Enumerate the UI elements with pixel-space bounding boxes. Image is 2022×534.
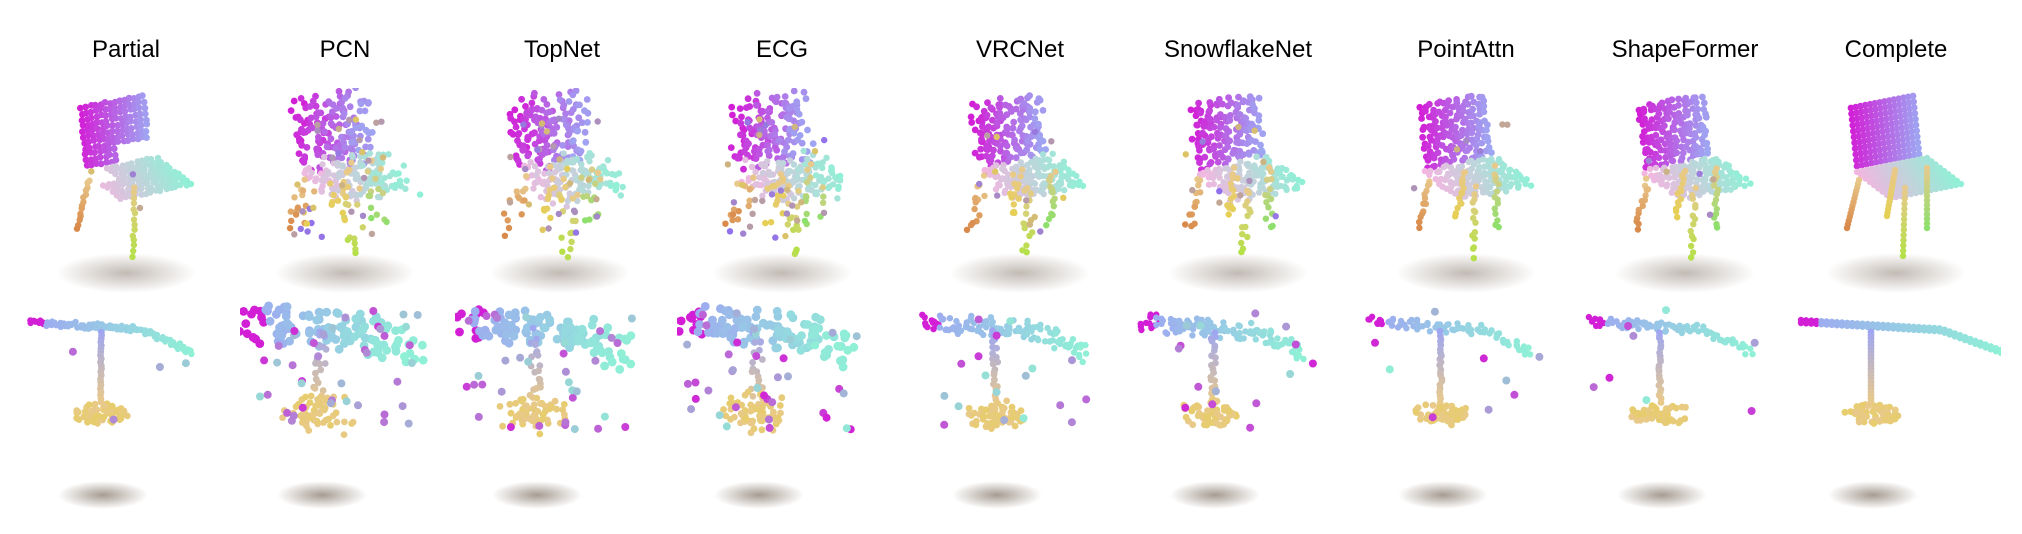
chair-pointattn-render [1396, 92, 1536, 293]
ground-shadow [1396, 253, 1536, 293]
ground-shadow [277, 481, 367, 509]
column-title-vrcnet: VRCNet [975, 36, 1065, 63]
chair-partial-render [56, 92, 196, 293]
chair-point-cloud [963, 92, 1087, 256]
chair-ecg-render [712, 88, 852, 293]
lamp-partial-render [27, 317, 195, 509]
chair-vrcnet-render [950, 92, 1090, 293]
column-title-topnet: TopNet [523, 36, 601, 63]
cell-lamp-topnet [455, 300, 665, 525]
ground-shadow [1398, 481, 1488, 509]
cell-lamp-snowflakenet [1133, 300, 1343, 525]
ground-shadow [275, 253, 415, 293]
lamp-pcn-render [240, 301, 428, 509]
cell-lamp-shapeformer [1580, 300, 1790, 525]
ground-shadow [1615, 253, 1755, 293]
ground-shadow [714, 481, 804, 509]
chair-point-cloud [286, 88, 424, 257]
cell-lamp-ecg [677, 300, 887, 525]
lamp-shapeformer-render [1585, 306, 1759, 509]
ground-shadow [1168, 253, 1308, 293]
ground-shadow [1828, 481, 1918, 509]
lamp-point-cloud [455, 305, 636, 438]
cell-lamp-partial [21, 300, 231, 525]
ground-shadow [56, 253, 196, 293]
chair-point-cloud [500, 88, 626, 261]
column-title-ecg: ECG [755, 36, 809, 63]
column-title-partial: Partial [91, 36, 161, 63]
chair-point-cloud [1182, 93, 1306, 256]
cell-lamp-vrcnet [915, 300, 1125, 525]
cell-chair-vrcnet [915, 88, 1125, 313]
lamp-vrcnet-render [919, 311, 1091, 509]
chair-topnet-render [490, 88, 630, 293]
ground-shadow [1617, 481, 1707, 509]
column-title-snowflakenet: SnowflakeNet [1163, 36, 1313, 63]
cell-chair-complete [1791, 88, 2001, 313]
chair-snowflakenet-render [1168, 93, 1308, 293]
lamp-topnet-render [455, 305, 636, 509]
cell-chair-pointattn [1361, 88, 1571, 313]
chair-point-cloud [1633, 93, 1754, 261]
lamp-point-cloud [240, 301, 428, 438]
lamp-complete-render [1797, 316, 2001, 509]
chair-point-cloud [73, 92, 195, 261]
ground-shadow [492, 481, 582, 509]
lamp-point-cloud [677, 302, 861, 437]
ground-shadow [1170, 481, 1260, 509]
lamp-point-cloud [1797, 316, 2001, 427]
column-title-pointattn: PointAttn [1417, 36, 1515, 63]
chair-point-cloud [1843, 92, 1965, 260]
column-title-shapeformer: ShapeFormer [1611, 36, 1759, 63]
ground-shadow [950, 253, 1090, 293]
lamp-pointattn-render [1365, 307, 1544, 509]
ground-shadow [952, 481, 1042, 509]
lamp-point-cloud [1137, 309, 1317, 432]
column-title-complete: Complete [1844, 36, 1948, 63]
ground-shadow [490, 253, 630, 293]
ground-shadow [712, 253, 852, 293]
cell-chair-partial [21, 88, 231, 313]
cell-lamp-pcn [240, 300, 450, 525]
cell-chair-ecg [677, 88, 887, 313]
chair-point-cloud [722, 88, 844, 257]
chair-pcn-render [275, 88, 424, 293]
lamp-point-cloud [919, 311, 1091, 432]
cell-chair-topnet [455, 88, 665, 313]
chair-shapeformer-render [1615, 93, 1755, 293]
lamp-point-cloud [27, 317, 195, 427]
lamp-ecg-render [677, 302, 861, 509]
ground-shadow [58, 481, 148, 509]
lamp-point-cloud [1585, 306, 1759, 427]
chair-complete-render [1826, 92, 1966, 293]
cell-lamp-complete [1791, 300, 2001, 525]
cell-chair-snowflakenet [1133, 88, 1343, 313]
ground-shadow [1826, 253, 1966, 293]
cell-lamp-pointattn [1361, 300, 1571, 525]
column-title-pcn: PCN [319, 36, 371, 63]
cell-chair-shapeformer [1580, 88, 1790, 313]
cell-chair-pcn [240, 88, 450, 313]
chair-point-cloud [1410, 92, 1535, 262]
lamp-point-cloud [1365, 307, 1544, 429]
lamp-snowflakenet-render [1137, 309, 1317, 509]
